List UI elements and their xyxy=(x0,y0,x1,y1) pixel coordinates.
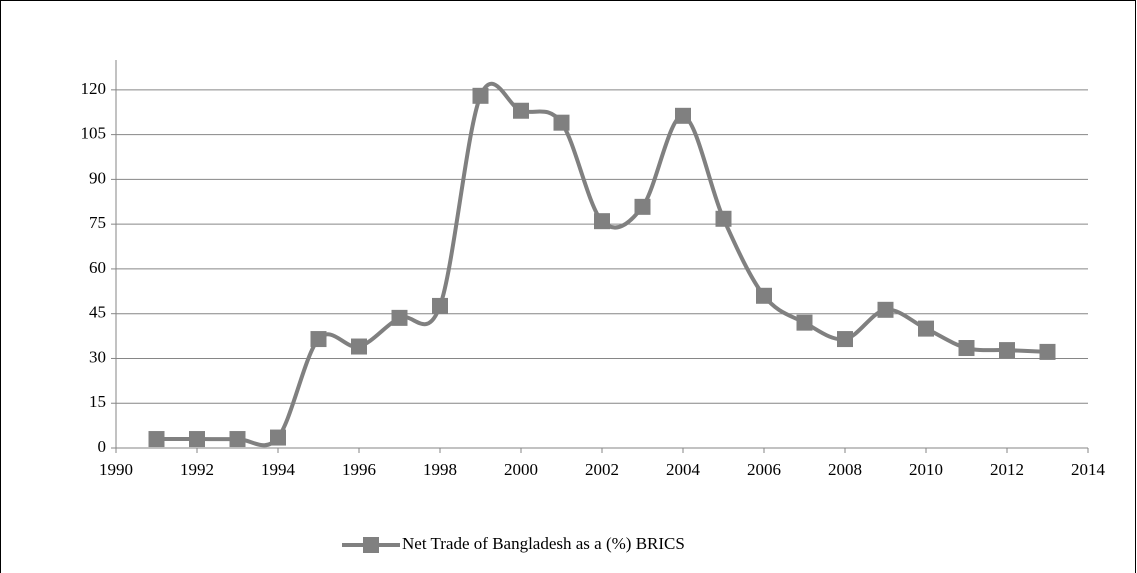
marker xyxy=(310,331,327,348)
y-tick-label: 120 xyxy=(81,79,107,98)
marker xyxy=(796,314,813,331)
x-tick-label: 2002 xyxy=(585,460,619,479)
x-tick-label: 2012 xyxy=(990,460,1024,479)
marker xyxy=(270,429,286,446)
y-tick-label: 75 xyxy=(89,213,106,232)
marker xyxy=(634,198,651,215)
y-tick-label: 45 xyxy=(89,303,106,322)
x-tick-label: 2010 xyxy=(909,460,943,479)
x-tick-label: 1990 xyxy=(99,460,133,479)
y-tick-label: 60 xyxy=(89,258,106,277)
x-tick-label: 1992 xyxy=(180,460,214,479)
marker xyxy=(877,301,894,318)
marker xyxy=(148,431,165,448)
x-tick-label: 2006 xyxy=(747,460,781,479)
x-tick-label: 2014 xyxy=(1071,460,1106,479)
marker xyxy=(918,320,934,337)
y-tick-label: 90 xyxy=(89,168,106,187)
marker xyxy=(837,331,853,348)
legend-label: Net Trade of Bangladesh as a (%) BRICS xyxy=(402,534,685,553)
marker xyxy=(391,309,408,326)
marker xyxy=(432,297,448,314)
marker xyxy=(553,114,570,131)
y-tick-label: 15 xyxy=(89,392,106,411)
legend-marker xyxy=(363,537,379,553)
x-tick-label: 2008 xyxy=(828,460,862,479)
x-tick-label: 2004 xyxy=(666,460,701,479)
marker xyxy=(958,340,975,357)
marker xyxy=(472,87,489,104)
x-tick-label: 2000 xyxy=(504,460,538,479)
marker xyxy=(351,338,367,355)
marker xyxy=(189,431,205,448)
marker xyxy=(594,213,610,230)
y-tick-label: 30 xyxy=(89,347,106,366)
marker xyxy=(513,102,529,119)
x-tick-label: 1998 xyxy=(423,460,457,479)
x-tick-label: 1994 xyxy=(261,460,296,479)
marker xyxy=(715,210,732,227)
y-tick-label: 105 xyxy=(81,124,107,143)
y-tick-label: 0 xyxy=(98,437,107,456)
marker xyxy=(675,107,691,124)
marker xyxy=(999,342,1015,359)
x-tick-label: 1996 xyxy=(342,460,376,479)
marker xyxy=(229,431,246,448)
series-line xyxy=(156,81,1048,448)
marker xyxy=(756,287,772,304)
marker xyxy=(1039,343,1056,360)
